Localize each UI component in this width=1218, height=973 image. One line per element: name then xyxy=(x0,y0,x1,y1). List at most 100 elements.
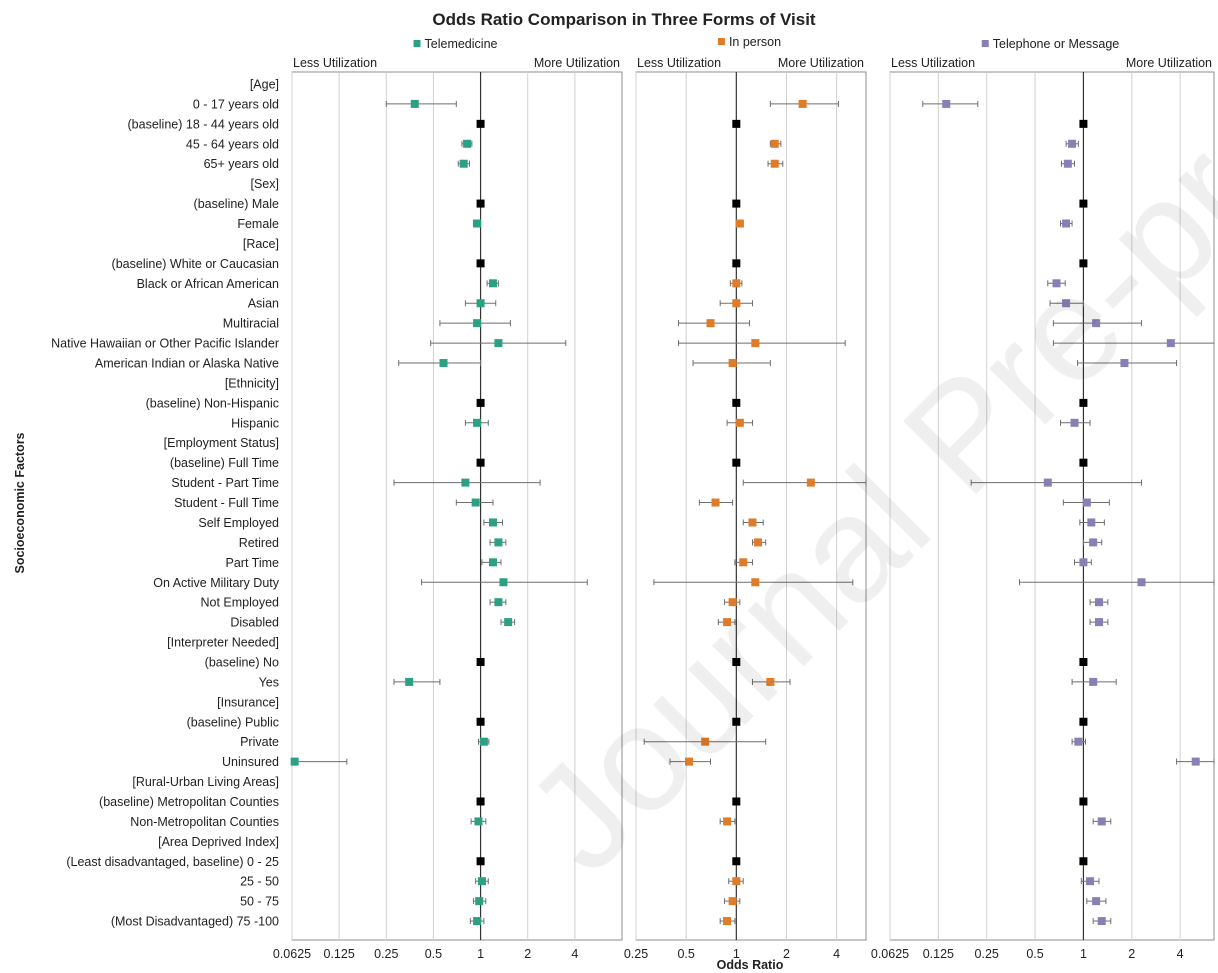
row-label: Female xyxy=(237,217,279,231)
odds-ratio-marker xyxy=(685,757,694,766)
baseline-marker xyxy=(732,119,741,128)
odds-ratio-marker xyxy=(494,339,503,348)
row-label: (baseline) Male xyxy=(194,197,280,211)
odds-ratio-marker xyxy=(477,877,486,886)
x-tick-label: 2 xyxy=(783,947,790,961)
legend-swatch xyxy=(413,40,421,47)
legend-entry: Telemedicine xyxy=(413,37,498,51)
odds-ratio-marker xyxy=(766,677,775,686)
odds-ratio-marker xyxy=(728,598,737,607)
odds-ratio-marker xyxy=(463,139,472,148)
odds-ratio-marker xyxy=(1087,518,1096,527)
odds-ratio-marker xyxy=(1070,418,1079,427)
row-label: Non-Metropolitan Counties xyxy=(130,815,279,829)
x-tick-label: 4 xyxy=(1177,947,1184,961)
odds-ratio-marker xyxy=(461,478,470,487)
odds-ratio-marker xyxy=(798,99,807,108)
odds-ratio-marker xyxy=(476,299,485,308)
row-label: [Employment Status] xyxy=(164,436,279,450)
odds-ratio-marker xyxy=(1082,498,1091,507)
odds-ratio-marker xyxy=(499,578,508,587)
odds-ratio-marker xyxy=(504,618,513,627)
row-label: Student - Full Time xyxy=(174,496,279,510)
row-label: (baseline) Metropolitan Counties xyxy=(99,795,279,809)
row-label: 0 - 17 years old xyxy=(193,97,279,111)
baseline-marker xyxy=(1079,857,1088,866)
row-label: Uninsured xyxy=(222,755,279,769)
row-label: Private xyxy=(240,735,279,749)
odds-ratio-marker xyxy=(754,538,763,547)
baseline-marker xyxy=(476,458,485,467)
x-axis-title: Odds Ratio xyxy=(717,958,784,972)
x-tick-label: 0.5 xyxy=(425,947,442,961)
baseline-marker xyxy=(732,797,741,806)
row-label: American Indian or Alaska Native xyxy=(95,357,279,371)
row-label: Black or African American xyxy=(137,277,279,291)
odds-ratio-marker xyxy=(494,598,503,607)
row-label: 50 - 75 xyxy=(240,895,279,909)
odds-ratio-marker xyxy=(770,139,779,148)
baseline-marker xyxy=(1079,119,1088,128)
x-tick-label: 0.5 xyxy=(677,947,694,961)
odds-ratio-marker xyxy=(1043,478,1052,487)
x-tick-label: 4 xyxy=(833,947,840,961)
row-label: [Insurance] xyxy=(217,695,279,709)
odds-ratio-marker xyxy=(479,737,488,746)
baseline-marker xyxy=(732,199,741,208)
baseline-marker xyxy=(476,259,485,268)
baseline-marker xyxy=(1079,717,1088,726)
odds-ratio-marker xyxy=(474,817,483,826)
odds-ratio-marker xyxy=(806,478,815,487)
row-label: (Most Disadvantaged) 75 -100 xyxy=(111,915,279,929)
row-label: [Age] xyxy=(250,78,279,92)
legend-entry: Telephone or Message xyxy=(981,37,1119,51)
odds-ratio-marker xyxy=(942,99,951,108)
x-tick-label: 0.0625 xyxy=(273,947,311,961)
odds-ratio-marker xyxy=(473,418,482,427)
odds-ratio-marker xyxy=(1062,219,1071,228)
row-label: Multiracial xyxy=(223,317,279,331)
row-label: Hispanic xyxy=(231,416,279,430)
odds-ratio-marker xyxy=(1137,578,1146,587)
baseline-marker xyxy=(476,797,485,806)
legend-entry: In person xyxy=(717,35,781,49)
odds-ratio-marker xyxy=(751,578,760,587)
row-label: Student - Part Time xyxy=(171,476,279,490)
row-label: Retired xyxy=(239,536,279,550)
row-label: Part Time xyxy=(226,556,280,570)
odds-ratio-marker xyxy=(748,518,757,527)
baseline-marker xyxy=(476,199,485,208)
watermark: Journal Pre-proof xyxy=(494,0,1218,903)
odds-ratio-marker xyxy=(732,279,741,288)
row-label: 25 - 50 xyxy=(240,875,279,889)
odds-ratio-marker xyxy=(1191,757,1200,766)
odds-ratio-marker xyxy=(471,498,480,507)
baseline-marker xyxy=(476,119,485,128)
odds-ratio-marker xyxy=(1097,817,1106,826)
legend-label: In person xyxy=(729,35,781,49)
odds-ratio-marker xyxy=(1062,299,1071,308)
row-label: [Rural-Urban Living Areas] xyxy=(132,775,279,789)
odds-ratio-marker xyxy=(1092,319,1101,328)
baseline-marker xyxy=(1079,458,1088,467)
odds-ratio-marker xyxy=(410,99,419,108)
baseline-marker xyxy=(476,857,485,866)
row-label: (baseline) 18 - 44 years old xyxy=(128,117,280,131)
chart-title: Odds Ratio Comparison in Three Forms of … xyxy=(432,10,816,29)
baseline-marker xyxy=(732,259,741,268)
odds-ratio-marker xyxy=(488,558,497,567)
x-tick-label: 1 xyxy=(733,947,740,961)
row-label: (baseline) Full Time xyxy=(170,456,279,470)
odds-ratio-marker xyxy=(739,558,748,567)
odds-ratio-marker xyxy=(711,498,720,507)
baseline-marker xyxy=(476,398,485,407)
baseline-marker xyxy=(1079,398,1088,407)
less-utilization-label: Less Utilization xyxy=(637,56,721,70)
panel-2: 0.0625 0.125 0.25 0.5 1 2 4 Less Utilization Mor… xyxy=(871,37,1215,961)
odds-ratio-marker xyxy=(701,737,710,746)
row-label: Yes xyxy=(259,675,279,689)
odds-ratio-marker xyxy=(723,917,732,926)
legend-swatch xyxy=(981,40,989,47)
row-label: Disabled xyxy=(230,616,279,630)
x-tick-label: 2 xyxy=(524,947,531,961)
